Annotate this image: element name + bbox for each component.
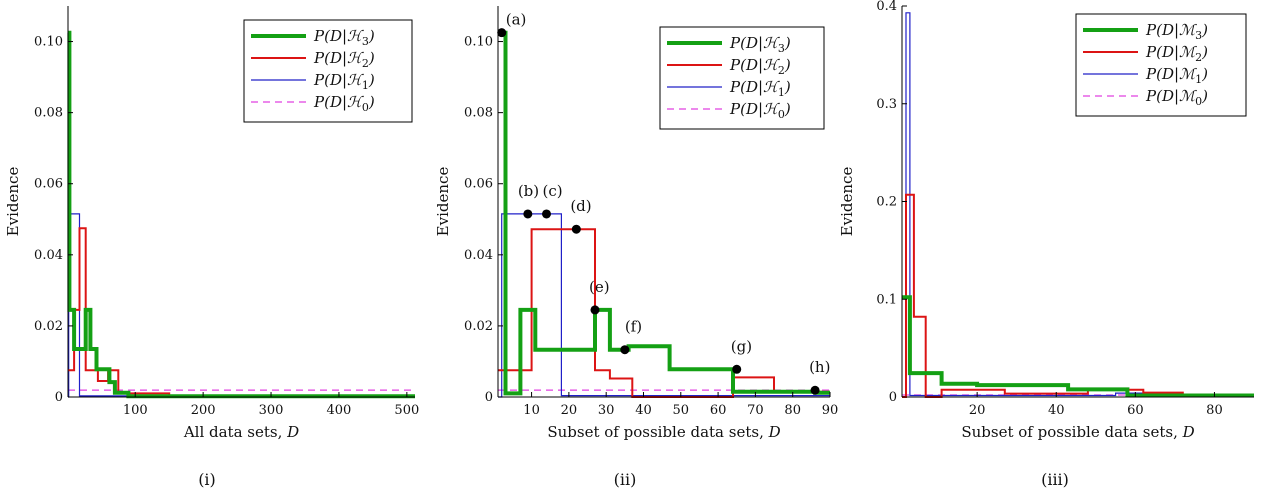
x-tick-label: 400	[327, 403, 352, 418]
y-tick-label: 0	[889, 390, 897, 405]
y-axis-label: Evidence	[838, 167, 856, 237]
panel-1: 0 0.02 0.04 0.06 0.08 0.10 100 200 300 400 500 All …	[4, 6, 419, 489]
x-tick-label: 200	[191, 403, 216, 418]
legend-label-h3: P(D|ℋ3)	[313, 27, 375, 48]
legend-label-h1: P(D|ℋ1)	[729, 78, 791, 99]
series-line-h3	[67, 30, 415, 399]
x-axis-label: Subset of possible data sets, D	[961, 423, 1194, 441]
legend-label-h0: P(D|ℋ0)	[313, 93, 375, 114]
panel-label: (ii)	[614, 470, 637, 489]
legend-label-h2: P(D|ℋ2)	[729, 56, 791, 77]
annotation-label: (c)	[542, 182, 562, 200]
series-line-h3	[902, 295, 1254, 398]
annotation-label: (b)	[518, 182, 539, 200]
series-line-h2	[68, 227, 415, 397]
x-tick-label: 10	[523, 403, 540, 418]
legend-label-h0: P(D|ℋ0)	[729, 100, 791, 121]
series-line-h2	[498, 228, 830, 398]
x-tick-label: 500	[394, 403, 419, 418]
annotation-label: (f)	[625, 318, 642, 336]
x-tick-label: 80	[1206, 403, 1223, 418]
x-tick-label: 300	[259, 403, 284, 418]
annotation-point	[732, 364, 742, 374]
y-tick-label: 0.02	[464, 319, 493, 334]
y-tick-label: 0.2	[876, 195, 897, 210]
x-tick-label: 70	[747, 403, 764, 418]
y-tick-label: 0	[55, 390, 63, 405]
annotation-label: (g)	[731, 337, 752, 355]
series-line-h1	[498, 213, 830, 398]
x-tick-label: 60	[1127, 403, 1144, 418]
annotation-label: (a)	[506, 11, 527, 29]
legend-label-h0: P(D|ℳ0)	[1145, 87, 1208, 108]
legend-label-h3: P(D|ℳ3)	[1145, 21, 1208, 42]
annotation-label: (e)	[589, 278, 610, 296]
x-tick-label: 40	[1048, 403, 1065, 418]
x-tick-label: 60	[710, 403, 727, 418]
annotation-point	[810, 385, 820, 395]
series-line-h3	[498, 30, 830, 396]
y-tick-label: 0.10	[464, 35, 493, 50]
panel-label: (iii)	[1041, 470, 1069, 489]
legend: P(D|ℋ3)P(D|ℋ2)P(D|ℋ1)P(D|ℋ0)	[243, 19, 413, 123]
x-axis-label: Subset of possible data sets, D	[547, 423, 780, 441]
y-tick-label: 0.06	[464, 177, 493, 192]
series-line-h2	[902, 193, 1254, 398]
x-tick-label: 40	[635, 403, 652, 418]
legend-label-h1: P(D|ℳ1)	[1145, 65, 1208, 86]
y-tick-label: 0.10	[34, 35, 63, 50]
y-tick-label: 0.3	[876, 97, 897, 112]
legend: P(D|ℋ3)P(D|ℋ2)P(D|ℋ1)P(D|ℋ0)	[659, 26, 825, 130]
x-tick-label: 80	[784, 403, 801, 418]
annotation-point	[590, 305, 600, 315]
annotation-point	[541, 209, 551, 219]
panel-label: (i)	[198, 470, 216, 489]
y-tick-label: 0.08	[34, 106, 63, 121]
y-tick-label: 0	[485, 390, 493, 405]
legend-label-h2: P(D|ℳ2)	[1145, 43, 1208, 64]
legend-label-h2: P(D|ℋ2)	[313, 49, 375, 70]
y-axis-label: Evidence	[434, 167, 452, 237]
legend-label-h3: P(D|ℋ3)	[729, 34, 791, 55]
x-tick-label: 20	[969, 403, 986, 418]
x-tick-label: 20	[561, 403, 578, 418]
y-tick-label: 0.04	[34, 248, 63, 263]
annotation-point	[497, 28, 507, 38]
y-tick-label: 0.02	[34, 319, 63, 334]
y-tick-label: 0.06	[34, 177, 63, 192]
y-tick-label: 0.1	[876, 292, 897, 307]
legend-label-h1: P(D|ℋ1)	[313, 71, 375, 92]
y-tick-label: 0.4	[876, 0, 897, 14]
annotation-point	[571, 224, 581, 234]
annotation-label: (h)	[809, 358, 830, 376]
legend: P(D|ℳ3)P(D|ℳ2)P(D|ℳ1)P(D|ℳ0)	[1075, 13, 1247, 117]
series-line-h1	[68, 213, 415, 398]
x-tick-label: 90	[822, 403, 839, 418]
x-tick-label: 30	[598, 403, 615, 418]
x-tick-label: 100	[123, 403, 148, 418]
y-axis-label: Evidence	[4, 167, 22, 237]
annotation-label: (d)	[570, 197, 591, 215]
y-tick-label: 0.08	[464, 106, 493, 121]
panel-3: 0 0.1 0.2 0.3 0.4 20 40 60 80 Subset of possible …	[838, 0, 1254, 489]
annotation-point	[620, 345, 630, 355]
annotation-point	[523, 209, 533, 219]
x-axis-label: All data sets, D	[183, 423, 299, 441]
x-tick-label: 50	[673, 403, 690, 418]
panel-2: 0 0.02 0.04 0.06 0.08 0.10 10 20 30 40 50 60 70 80 90 S…	[434, 6, 838, 489]
y-tick-label: 0.04	[464, 248, 493, 263]
